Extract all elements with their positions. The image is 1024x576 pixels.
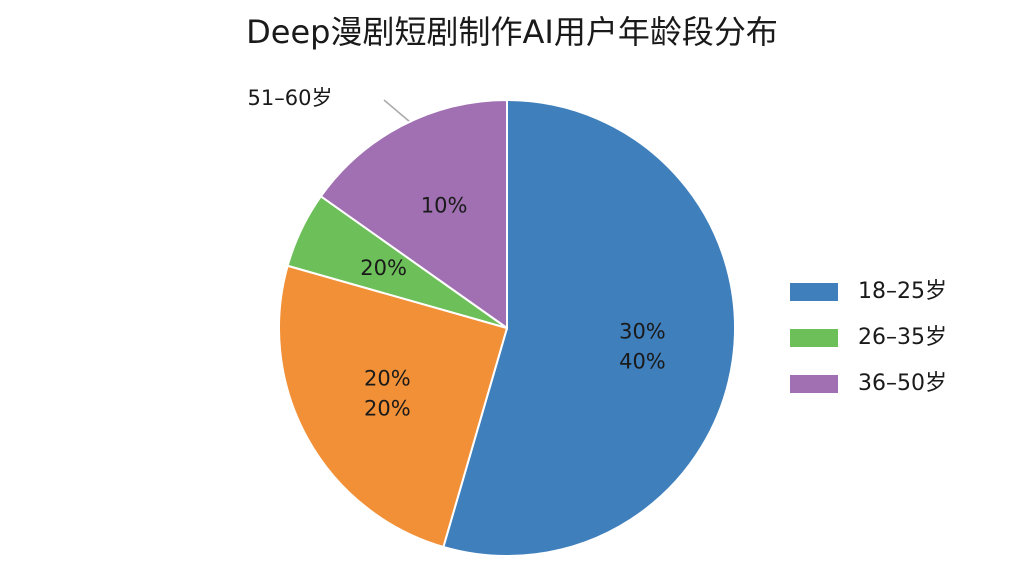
legend-swatch bbox=[790, 329, 838, 347]
annotation: 51–60岁 bbox=[248, 86, 333, 110]
legend-swatch bbox=[790, 375, 838, 393]
slice-label: 10% bbox=[421, 194, 468, 218]
slice-label: 20% bbox=[360, 256, 407, 280]
slice-label: 40% bbox=[619, 349, 666, 373]
leader-line bbox=[383, 99, 411, 123]
legend-swatch bbox=[790, 283, 838, 301]
legend-label: 26–35岁 bbox=[858, 325, 947, 350]
legend-label: 18–25岁 bbox=[858, 279, 947, 304]
pie-slice bbox=[278, 264, 509, 549]
slice-label: 20% bbox=[364, 396, 411, 420]
pie-slice bbox=[319, 98, 508, 330]
chart-title: Deep漫剧短剧制作AI用户年龄段分布 bbox=[246, 13, 778, 51]
legend-label: 36–50岁 bbox=[858, 371, 947, 396]
slice-label: 30% bbox=[619, 319, 666, 343]
pie-slice bbox=[442, 98, 736, 557]
slice-label: 20% bbox=[364, 366, 411, 390]
